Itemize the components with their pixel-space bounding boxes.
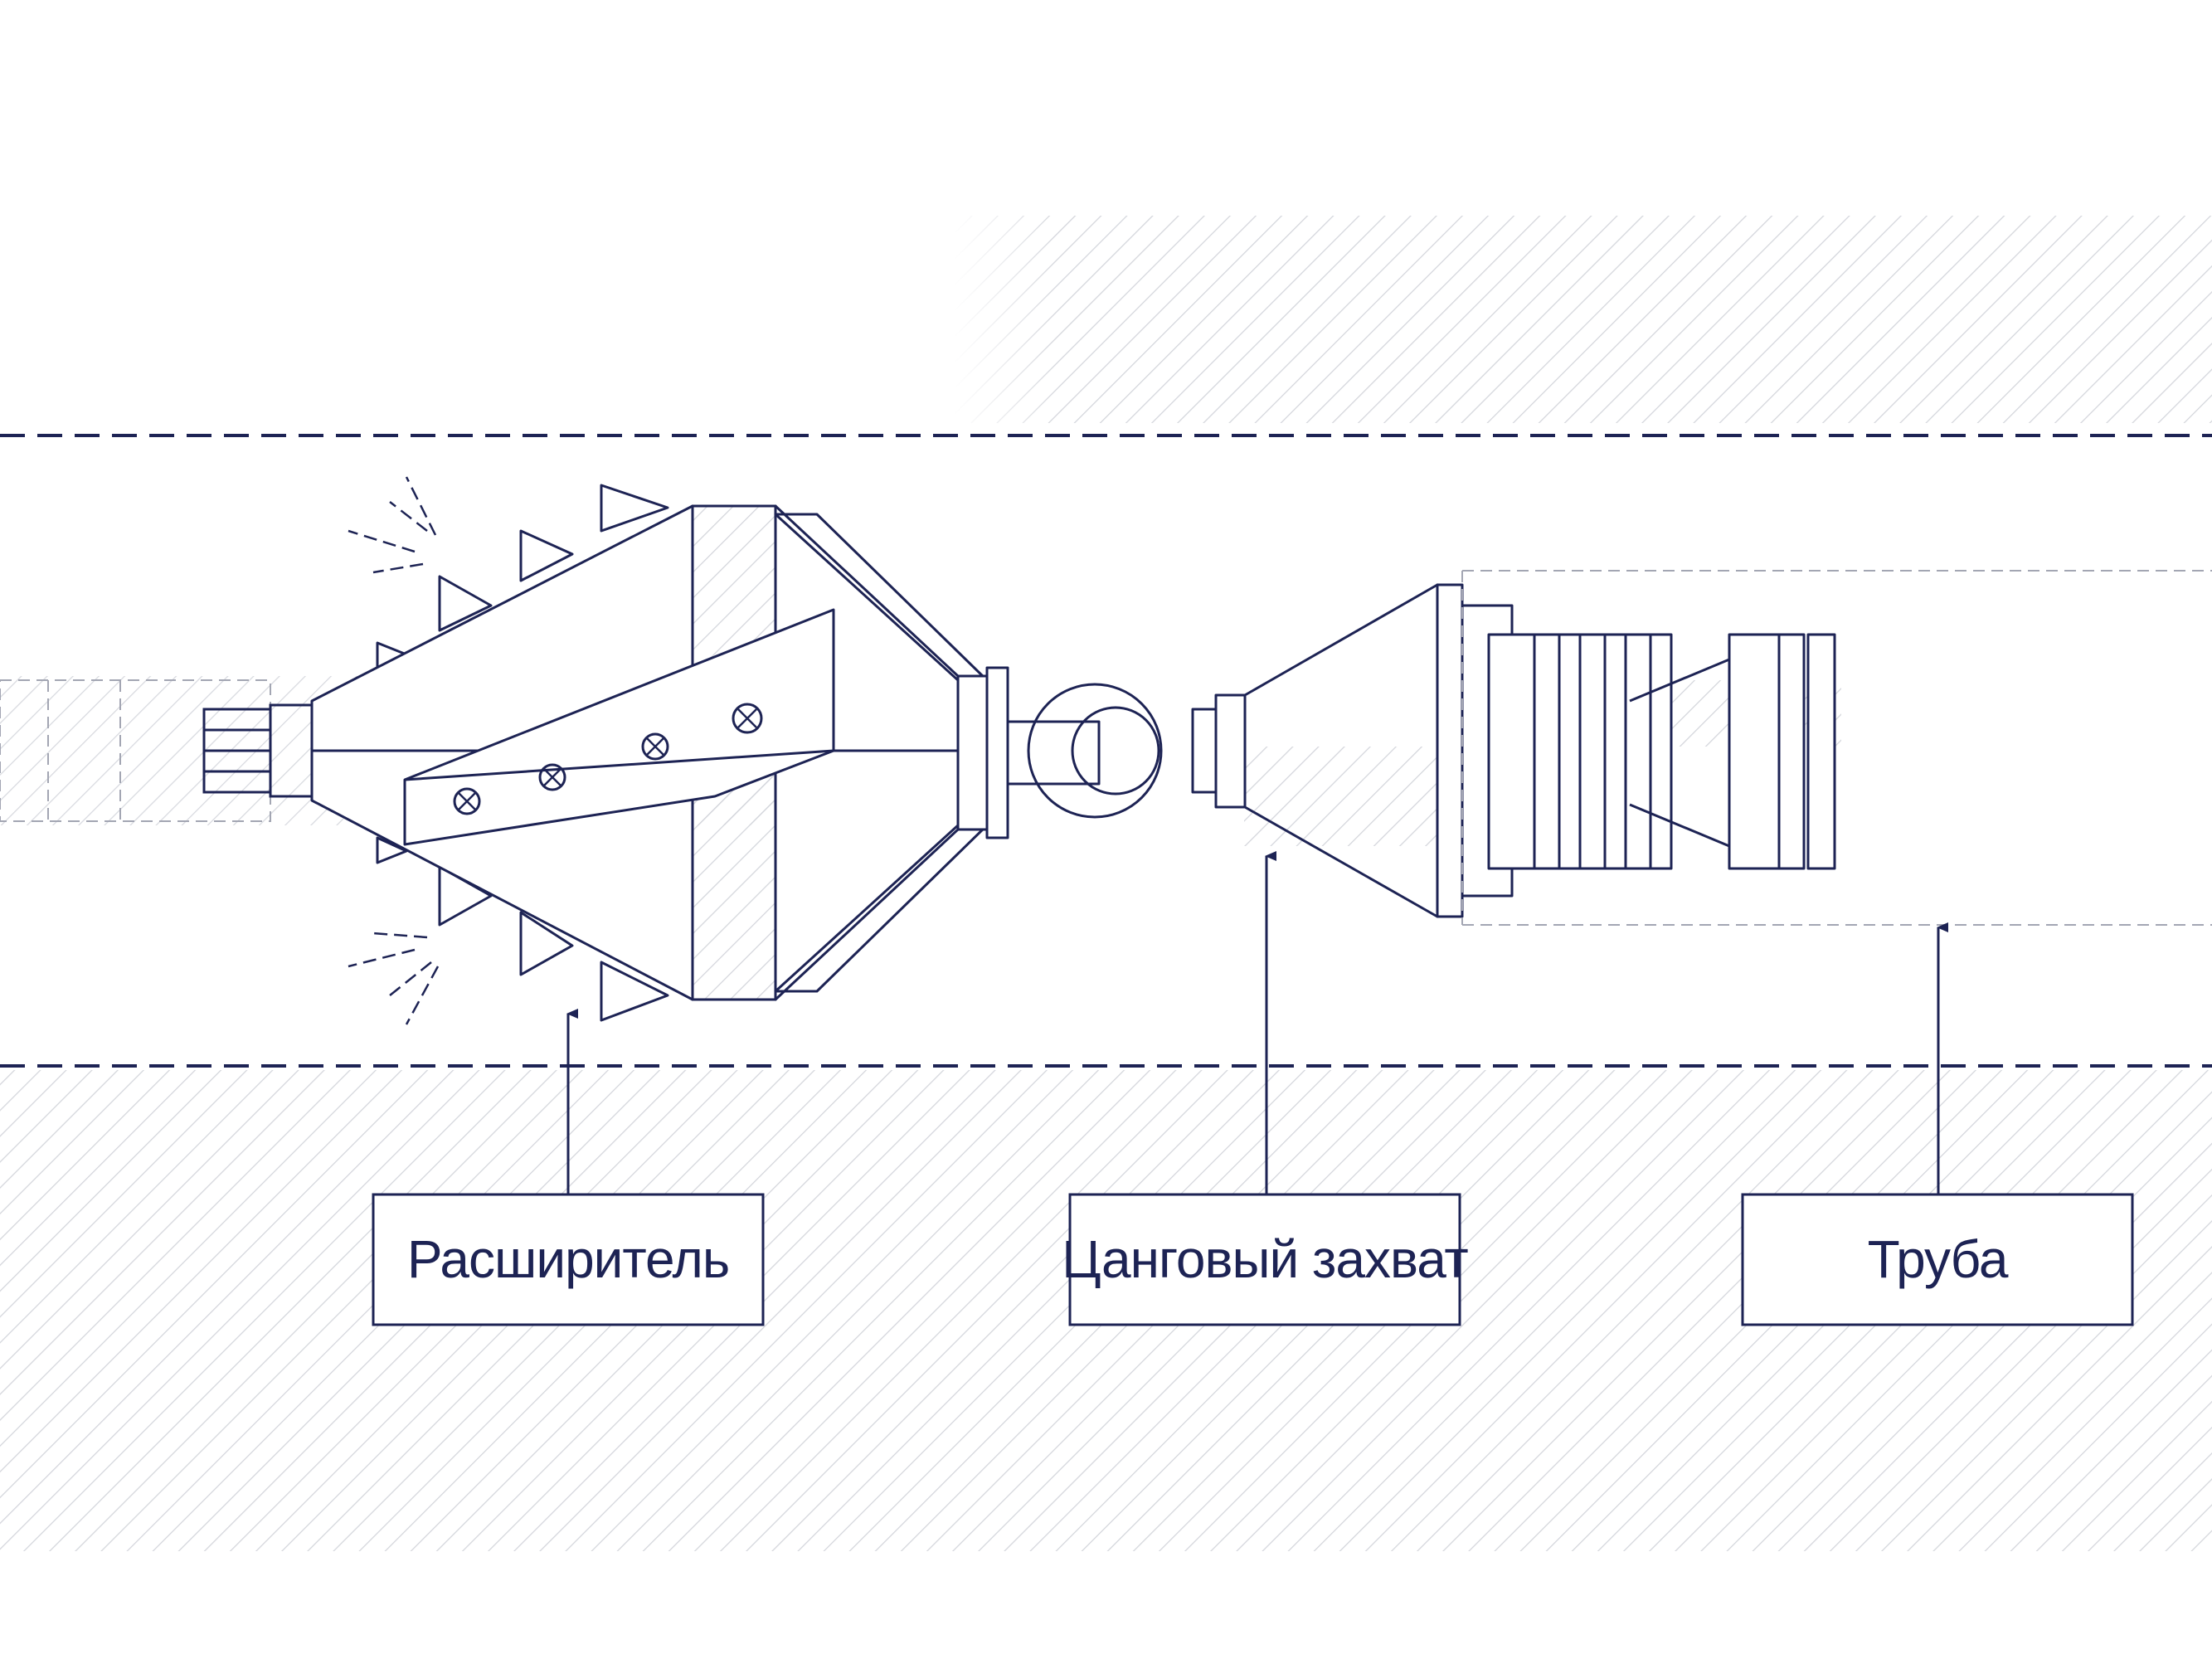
pipe-end-cap: [1806, 633, 1836, 870]
reamer-tooth: [519, 529, 574, 582]
pipe-end-ring: [1777, 633, 1806, 870]
borehole: [0, 434, 2212, 1068]
label-collet-grip: Цанговый захват: [1062, 1193, 1469, 1326]
reamer-bolt: [732, 703, 763, 734]
reamer-tooth: [438, 575, 493, 632]
label-pipe: Труба: [1741, 1193, 2134, 1326]
reamer-tooth: [376, 836, 408, 864]
label-pipe-box: [1741, 1193, 2134, 1326]
reamer-tooth: [600, 484, 669, 533]
reamer: [310, 484, 1009, 1022]
pilot-rod-outline: [0, 679, 271, 822]
jet-spray: [348, 476, 440, 1025]
label-reamer: Расширитель: [372, 1193, 765, 1326]
label-collet-grip-text: Цанговый захват: [1062, 1229, 1468, 1289]
pipe-outline: [1462, 570, 2212, 926]
pipe-taper: [1629, 658, 1730, 848]
label-pipe-text: Труба: [1868, 1229, 2009, 1289]
label-reamer-box: [372, 1193, 765, 1326]
reamer-bolt: [641, 732, 669, 761]
reamer-flange-plate: [985, 666, 1009, 839]
pipe: [1461, 570, 2212, 926]
ground-upper-hatch: [954, 216, 2212, 423]
reamer-tooth: [600, 961, 669, 1022]
reamer-blade: [403, 608, 835, 846]
ground-hatching: [0, 216, 2212, 1551]
label-reamer-text: Расширитель: [407, 1229, 729, 1289]
reamer-bolt: [538, 763, 566, 791]
pipe-end-block: [1728, 633, 1781, 870]
collet-flange: [1436, 583, 1464, 918]
label-collet-grip-box: [1068, 1193, 1461, 1326]
reamer-bolt: [453, 787, 481, 815]
reamer-flange: [956, 674, 989, 831]
swivel-neck: [1191, 708, 1218, 794]
swivel-shank: [1006, 720, 1101, 786]
drill-rod: [0, 679, 314, 822]
reamer-blade-edge: [404, 749, 834, 781]
leader-arrows: [566, 851, 1948, 1194]
reamer-tooth: [519, 911, 574, 976]
swivel-ring-outer: [1027, 683, 1163, 819]
collet-collar: [1214, 693, 1247, 809]
swivel-ring-inner: [1071, 706, 1160, 795]
